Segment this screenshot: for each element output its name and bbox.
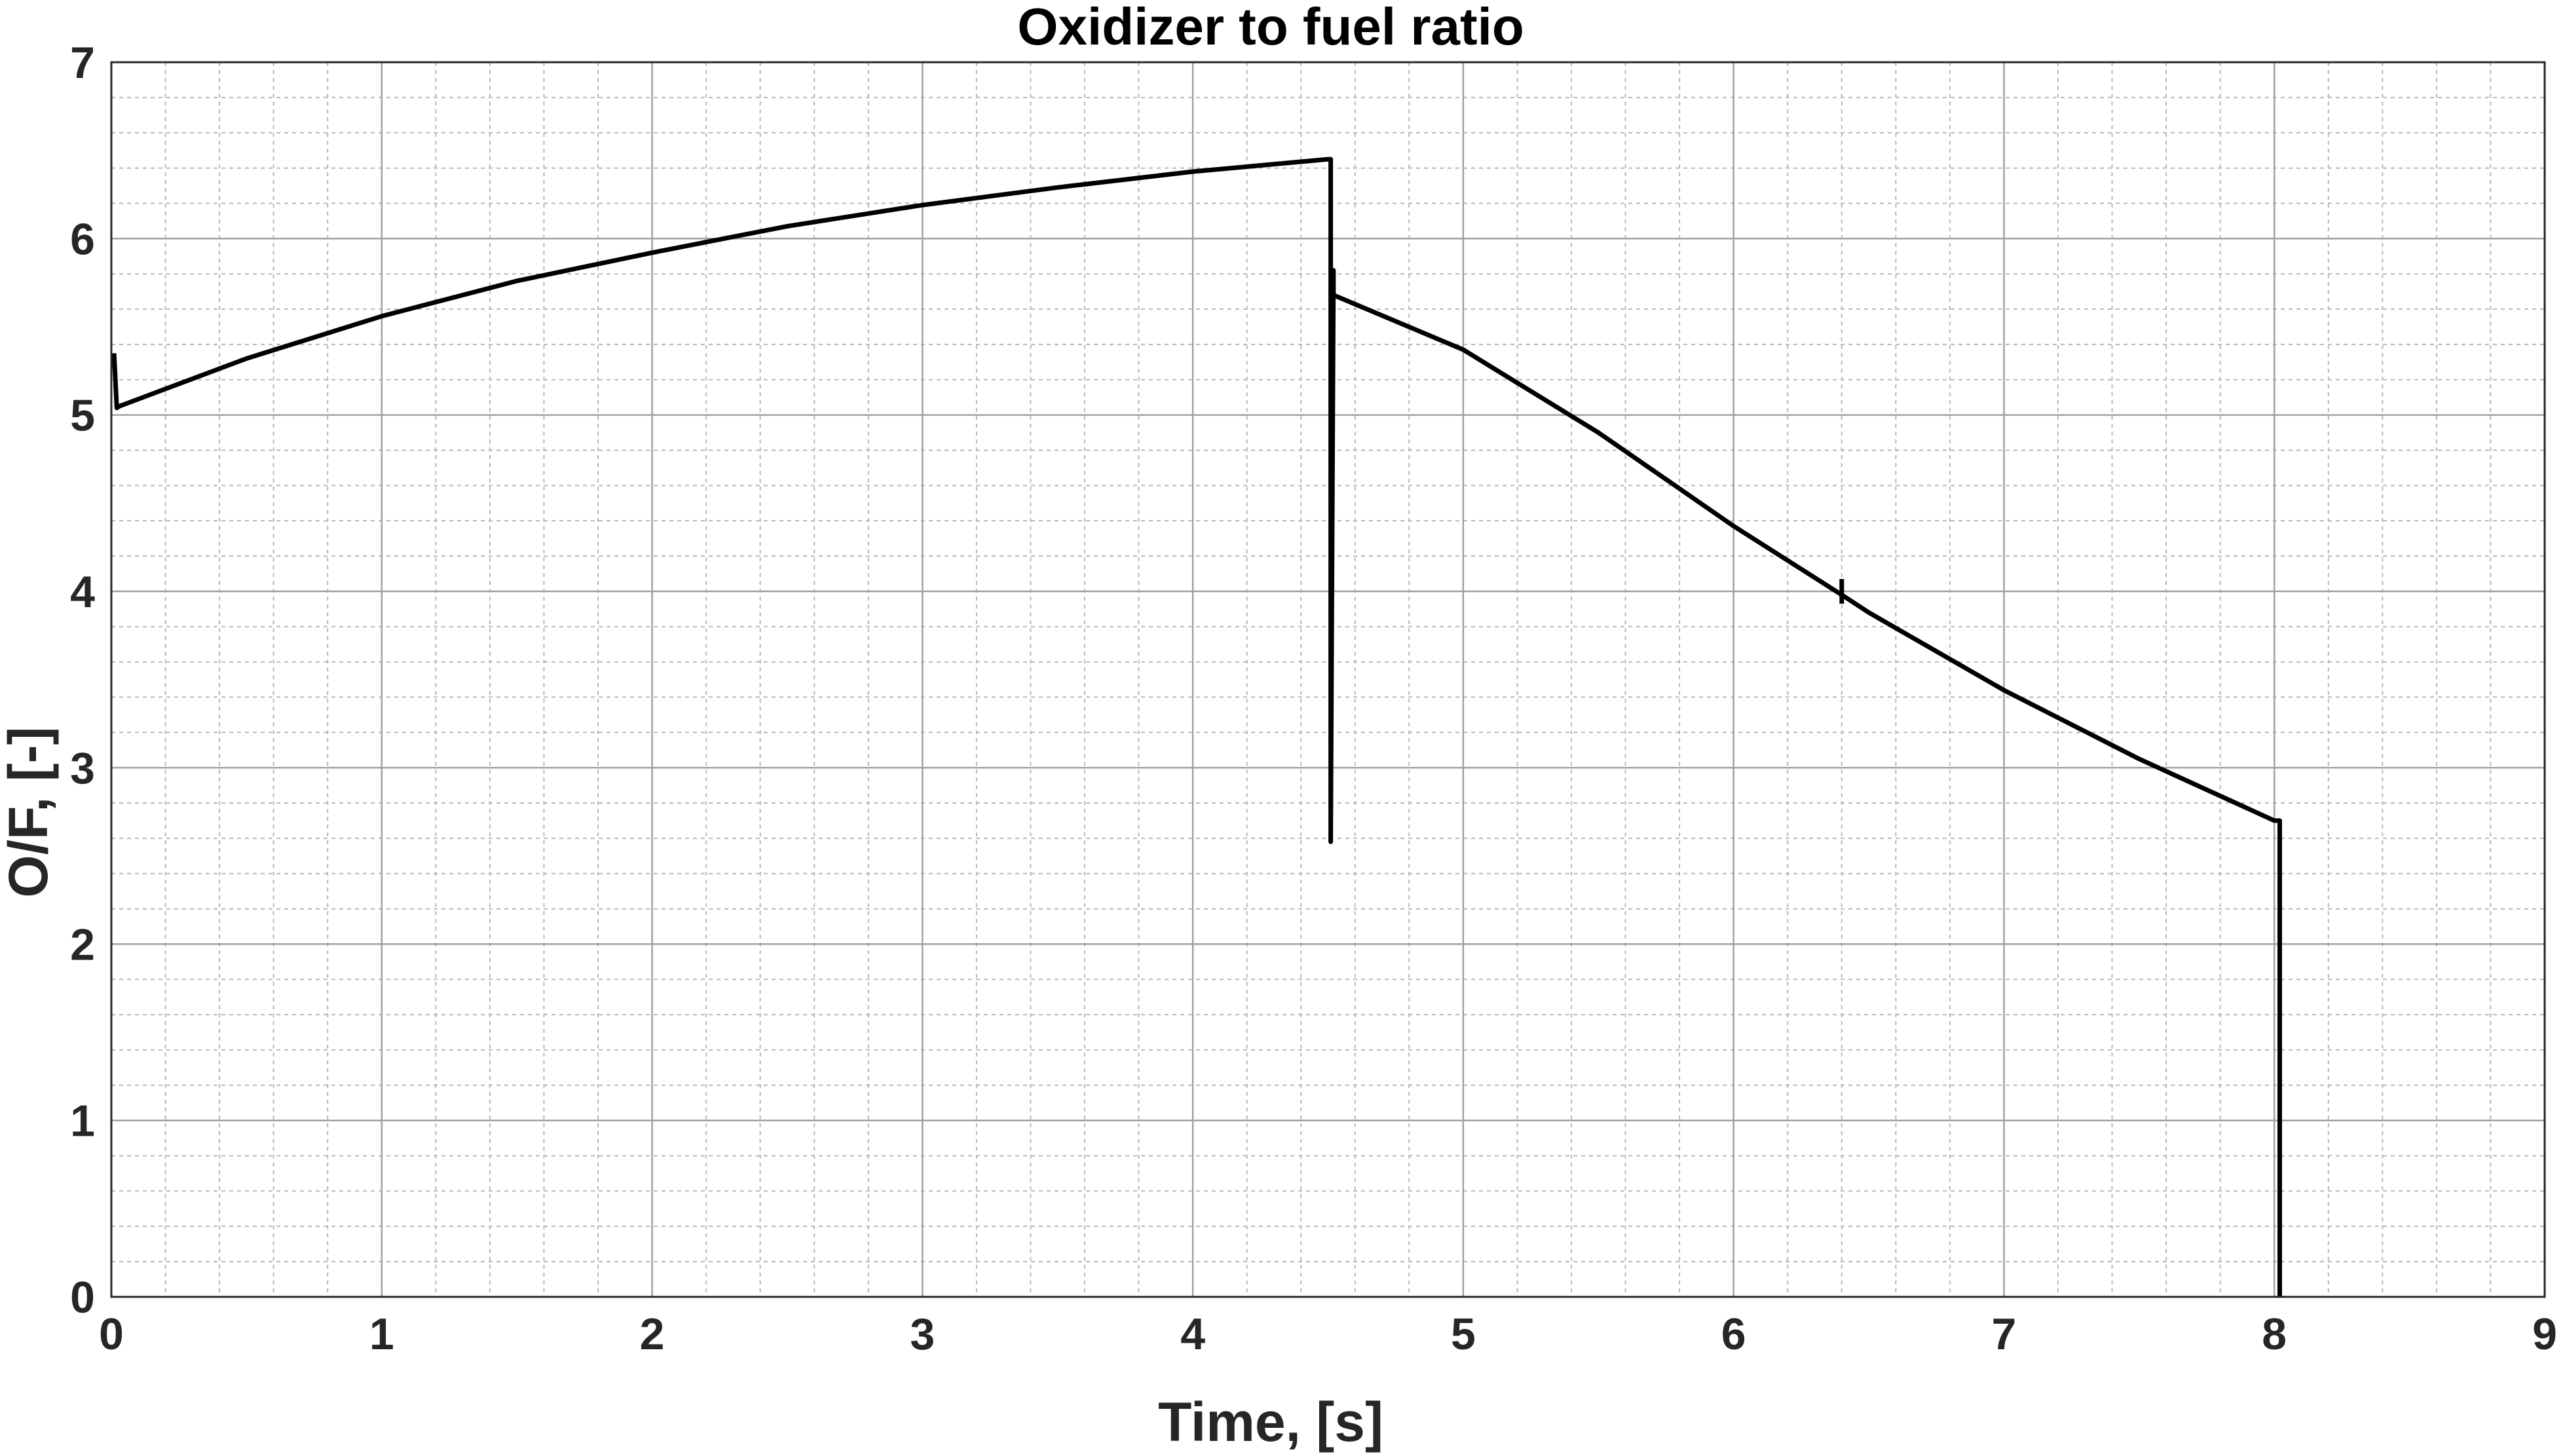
x-axis-title: Time, [s] [1158,1391,1383,1453]
axes-box [110,61,2546,1298]
x-tick-label: 4 [1180,1309,1205,1359]
x-tick-label: 0 [99,1309,124,1359]
x-tick-label: 1 [369,1309,394,1359]
x-tick-label: 8 [2262,1309,2287,1359]
y-tick-label: 4 [70,567,95,617]
x-tick-label: 5 [1451,1309,1476,1359]
y-tick-label: 1 [70,1096,95,1146]
series-line-2 [1332,293,2282,1297]
x-tick-labels: 0 1 2 3 4 5 6 7 8 9 [99,1309,2557,1359]
minor-grid [111,62,2545,1297]
series-line-1 [111,157,1336,844]
plot-area [110,61,2546,1298]
x-tick-label: 7 [1992,1309,2017,1359]
y-tick-label: 5 [70,391,95,441]
chart-title: Oxidizer to fuel ratio [1017,0,1524,56]
y-tick-labels: 0 1 2 3 4 5 6 7 [70,38,95,1322]
y-axis-title: O/F, [-] [0,726,59,897]
y-tick-label: 6 [70,214,95,264]
x-tick-label: 9 [2532,1309,2557,1359]
axes-background [111,62,2545,1297]
y-tick-label: 7 [70,38,95,88]
x-tick-label: 6 [1721,1309,1746,1359]
x-tick-label: 3 [910,1309,935,1359]
y-tick-label: 2 [70,920,95,969]
series-group [111,157,2282,1297]
y-tick-label: 0 [70,1273,95,1322]
x-tick-label: 2 [640,1309,665,1359]
y-tick-label: 3 [70,743,95,793]
